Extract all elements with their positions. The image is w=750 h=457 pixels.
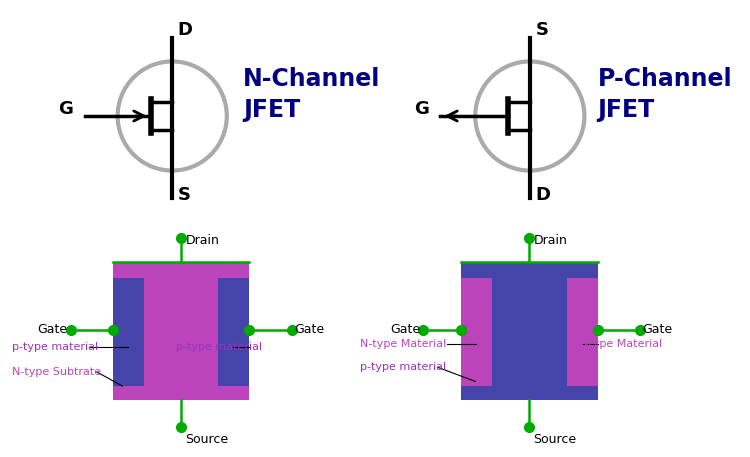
Text: p-type material: p-type material [176, 341, 262, 351]
Bar [461, 262, 598, 400]
Text: N-Channel
JFET: N-Channel JFET [243, 67, 380, 122]
Text: Gate: Gate [391, 323, 421, 336]
Text: S: S [178, 186, 190, 204]
Text: Drain: Drain [185, 234, 219, 247]
Text: Gate: Gate [643, 323, 673, 336]
Text: D: D [178, 21, 193, 39]
Text: G: G [414, 101, 429, 118]
Text: G: G [58, 101, 74, 118]
Text: N-type Subtrate: N-type Subtrate [12, 367, 101, 377]
Text: Source: Source [533, 433, 577, 446]
Text: p-type material: p-type material [361, 362, 446, 372]
Text: Source: Source [185, 433, 229, 446]
Text: N-type Material: N-type Material [576, 339, 662, 349]
Text: Gate: Gate [38, 323, 68, 336]
Bar [566, 278, 598, 386]
Text: P-Channel
JFET: P-Channel JFET [598, 67, 732, 122]
Bar [461, 278, 492, 386]
Text: Drain: Drain [533, 234, 568, 247]
Bar [218, 278, 250, 386]
Bar [113, 262, 250, 400]
Text: Gate: Gate [295, 323, 325, 336]
Text: S: S [536, 21, 548, 39]
Bar [113, 278, 144, 386]
Text: N-type Material: N-type Material [361, 339, 447, 349]
Text: D: D [536, 186, 550, 204]
Text: p-type material: p-type material [12, 341, 98, 351]
